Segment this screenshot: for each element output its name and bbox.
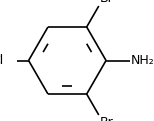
Text: Br: Br <box>100 116 114 121</box>
Text: Cl: Cl <box>0 54 4 67</box>
Text: NH₂: NH₂ <box>131 54 154 67</box>
Text: Br: Br <box>100 0 114 5</box>
